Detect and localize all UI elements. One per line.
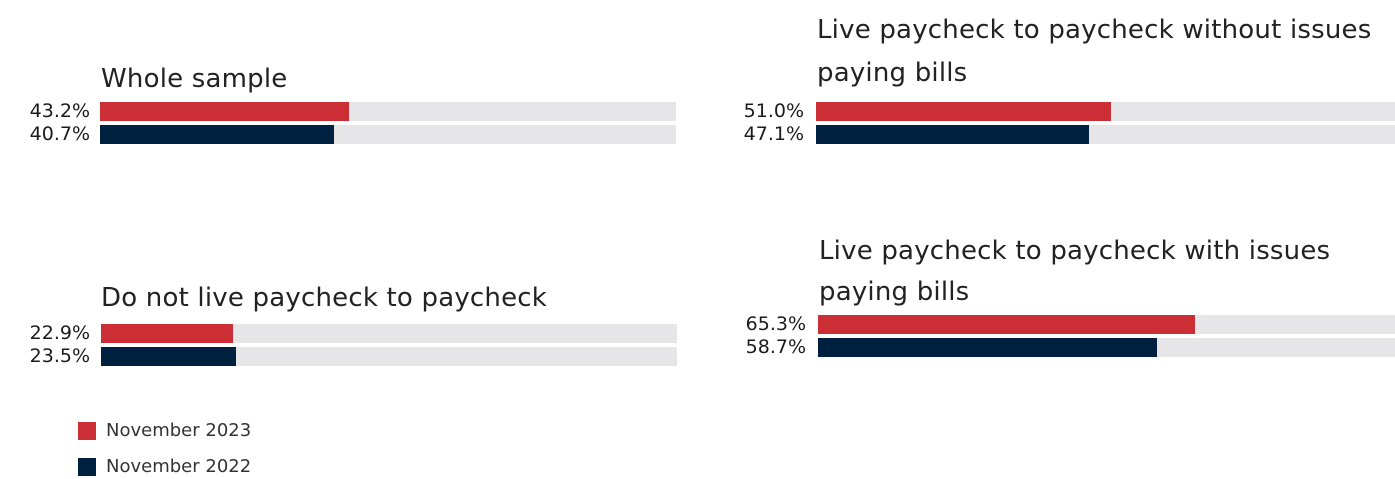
bar-nov-2022: [101, 347, 237, 366]
bar-track: [816, 102, 1395, 121]
bar-track: [101, 347, 677, 366]
bar-track: [100, 102, 676, 121]
panel-title-line-1: Live paycheck to paycheck without issues: [817, 15, 1372, 45]
bar-value-label: 47.1%: [743, 123, 804, 145]
bar-track: [100, 125, 676, 144]
bar-track: [818, 338, 1395, 357]
bar-value-label: 23.5%: [29, 345, 90, 367]
bar-value-label: 40.7%: [29, 123, 90, 145]
bar-nov-2023: [818, 315, 1195, 334]
panel-title-line-1: Live paycheck to paycheck with issues: [819, 236, 1331, 266]
legend-label: November 2022: [106, 456, 252, 477]
bar-track: [818, 315, 1395, 334]
bar-value-label: 22.9%: [29, 322, 90, 344]
bar-nov-2023: [101, 324, 233, 343]
panel-title: Whole sample: [101, 64, 288, 94]
bar-nov-2022: [100, 125, 335, 144]
bar-value-label: 51.0%: [743, 100, 804, 122]
panel-title-line-2: paying bills: [819, 277, 970, 307]
bar-value-label: 43.2%: [29, 100, 90, 122]
bar-nov-2022: [818, 338, 1157, 357]
bar-value-label: 65.3%: [745, 313, 806, 335]
legend-swatch: [78, 422, 96, 440]
legend-label: November 2023: [106, 420, 252, 441]
bar-nov-2022: [816, 125, 1089, 144]
bar-track: [101, 324, 677, 343]
legend-swatch: [78, 458, 96, 476]
panel-title-line-2: paying bills: [817, 58, 968, 88]
bar-value-label: 58.7%: [745, 336, 806, 358]
bar-track: [816, 125, 1395, 144]
bar-nov-2023: [100, 102, 349, 121]
bar-nov-2023: [816, 102, 1112, 121]
panel-title: Do not live paycheck to paycheck: [101, 283, 548, 313]
